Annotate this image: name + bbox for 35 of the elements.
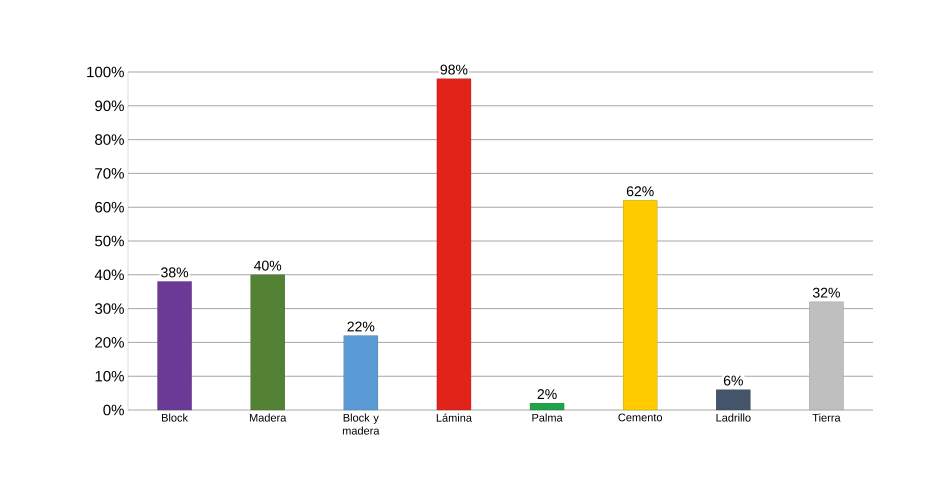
y-tick-label: 90%: [95, 100, 124, 112]
y-tick-label: 60%: [95, 202, 124, 212]
bar: [250, 274, 285, 410]
x-tick-label: Cemento: [618, 414, 662, 422]
data-label: 38%: [161, 267, 188, 278]
y-tick-label: 10%: [96, 370, 124, 382]
x-tick-label: Madera: [250, 414, 286, 422]
data-label: 2%: [538, 389, 557, 400]
y-tick-label: 30%: [95, 303, 124, 314]
x-tick-label: Block: [162, 414, 188, 422]
x-tick-label: Palma: [532, 414, 563, 422]
bar: [157, 281, 192, 410]
bar: [344, 335, 378, 410]
data-label: 62%: [626, 186, 654, 196]
data-label: 98%: [440, 64, 468, 75]
data-label: 32%: [812, 288, 840, 298]
x-tick-label: Tierra: [812, 414, 841, 422]
bar: [436, 78, 472, 410]
y-tick-label: 40%: [94, 269, 124, 280]
y-tick-label: 70%: [95, 168, 124, 179]
x-tick-label: Lámina: [436, 414, 472, 422]
data-label: 22%: [348, 322, 374, 332]
x-tick-label: Block y madera: [342, 414, 380, 435]
bar: [716, 390, 751, 410]
x-tick-label: Ladrillo: [716, 414, 751, 422]
y-tick-label: 80%: [95, 134, 124, 145]
y-tick-label: 100%: [87, 66, 124, 78]
y-tick-label: 20%: [95, 337, 124, 348]
data-label: 6%: [724, 376, 743, 386]
bar: [622, 200, 658, 410]
bar: [809, 302, 844, 410]
bar: [530, 403, 564, 410]
data-label: 40%: [254, 260, 282, 271]
y-tick-label: 0%: [103, 404, 124, 416]
y-tick-label: 50%: [95, 236, 124, 246]
